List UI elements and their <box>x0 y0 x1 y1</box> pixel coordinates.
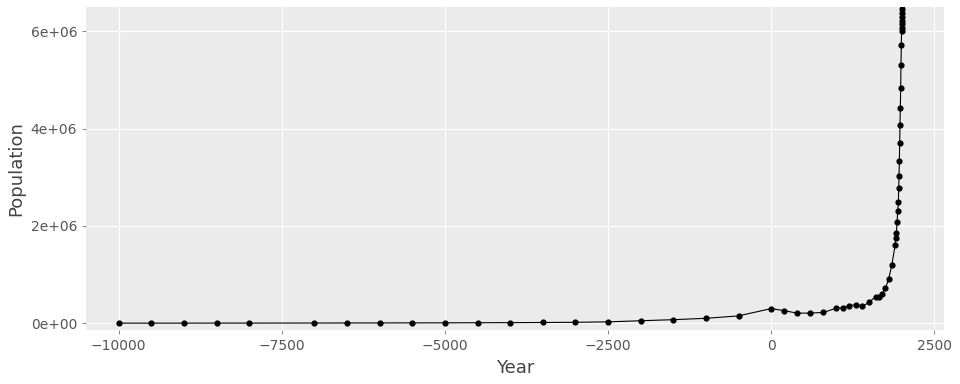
Point <box>861 300 876 306</box>
Point <box>871 294 886 300</box>
Point <box>881 276 897 283</box>
Point <box>893 104 908 111</box>
Point <box>894 62 909 68</box>
Point <box>763 306 779 312</box>
Point <box>789 310 804 316</box>
Y-axis label: Population: Population <box>7 121 25 216</box>
Point <box>177 320 192 326</box>
Point <box>777 308 792 314</box>
Point <box>887 242 902 248</box>
Point <box>888 235 903 241</box>
Point <box>438 320 453 326</box>
Point <box>567 319 583 325</box>
Point <box>307 320 323 326</box>
Point <box>877 285 893 291</box>
Point <box>849 301 864 308</box>
Point <box>895 0 910 1</box>
Point <box>242 320 257 326</box>
Point <box>892 157 907 164</box>
Point <box>633 318 648 324</box>
Point <box>893 85 908 91</box>
Point <box>854 303 870 309</box>
Point <box>600 319 615 325</box>
Point <box>405 320 420 326</box>
Point <box>868 294 883 300</box>
Point <box>665 316 681 323</box>
Point <box>890 208 905 214</box>
Point <box>803 310 818 316</box>
Point <box>698 315 713 321</box>
Point <box>884 262 900 268</box>
Point <box>340 320 355 326</box>
X-axis label: Year: Year <box>496 359 535 377</box>
Point <box>893 122 908 128</box>
Point <box>372 320 388 326</box>
Point <box>535 319 550 326</box>
Point <box>895 6 910 12</box>
Point <box>731 313 746 319</box>
Point <box>875 291 890 297</box>
Point <box>889 219 904 225</box>
Point <box>894 13 909 20</box>
Point <box>894 28 909 34</box>
Point <box>842 303 857 309</box>
Point <box>835 305 851 311</box>
Point <box>895 0 910 5</box>
Point <box>894 42 909 48</box>
Point <box>894 21 909 27</box>
Point <box>894 10 909 16</box>
Point <box>502 319 517 326</box>
Point <box>111 320 127 326</box>
Point <box>816 310 831 316</box>
Point <box>469 319 485 326</box>
Point <box>144 320 159 326</box>
Point <box>891 199 906 205</box>
Point <box>894 25 909 31</box>
Point <box>891 185 906 192</box>
Point <box>892 140 907 146</box>
Point <box>891 173 906 179</box>
Point <box>209 320 225 326</box>
Point <box>895 2 910 8</box>
Point <box>894 18 909 24</box>
Point <box>828 305 844 311</box>
Point <box>889 230 904 236</box>
